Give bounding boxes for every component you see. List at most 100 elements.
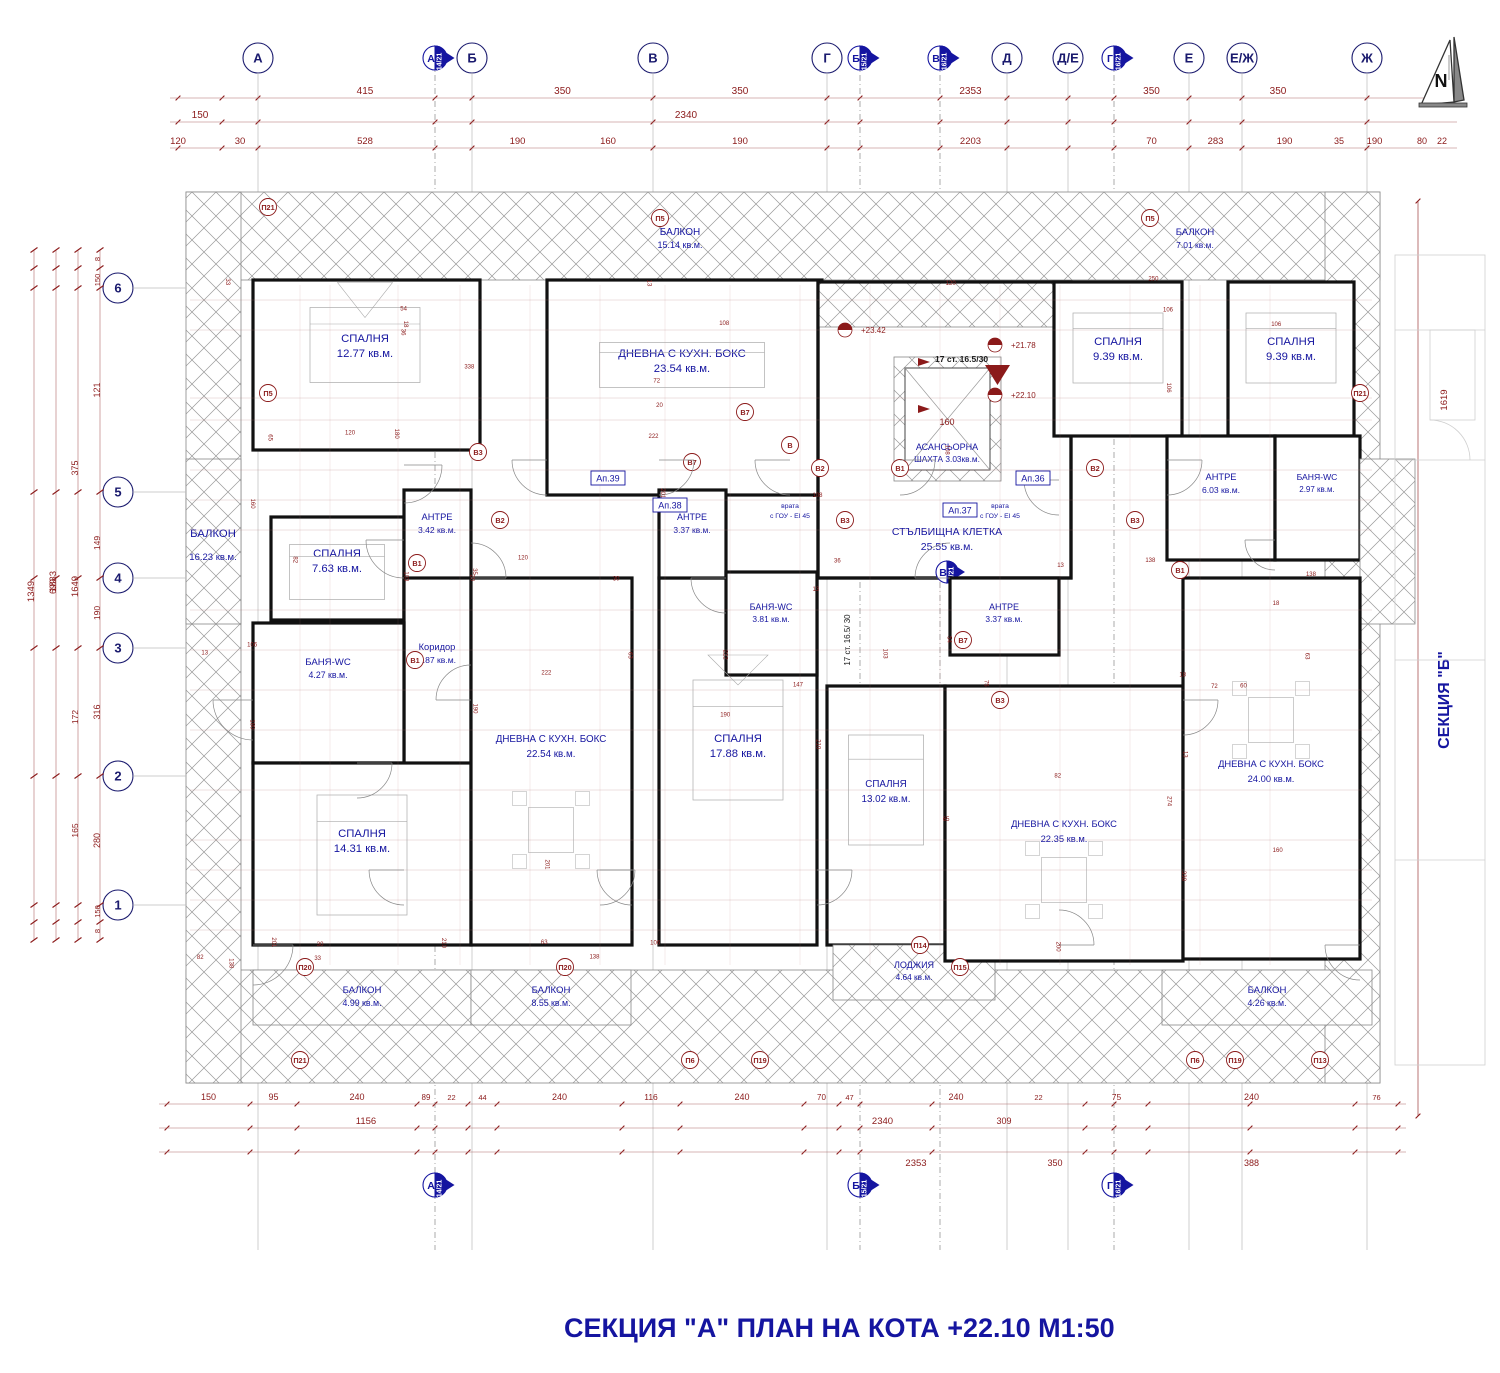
svg-text:201: 201	[270, 937, 276, 948]
svg-text:B3: B3	[1130, 516, 1139, 525]
svg-text:П5: П5	[263, 389, 272, 398]
svg-text:240: 240	[734, 1092, 749, 1102]
svg-text:120: 120	[170, 136, 186, 147]
svg-text:с ГОУ - EI 45: с ГОУ - EI 45	[770, 513, 810, 520]
svg-text:338: 338	[464, 365, 475, 371]
svg-text:В: В	[648, 51, 657, 66]
svg-text:B2: B2	[815, 464, 824, 473]
svg-text:150: 150	[192, 110, 209, 121]
svg-text:165: 165	[70, 823, 80, 837]
svg-text:АНТРЕ: АНТРЕ	[677, 512, 707, 522]
svg-text:75: 75	[1112, 1092, 1122, 1102]
svg-text:82: 82	[291, 556, 297, 563]
svg-text:БАЛКОН: БАЛКОН	[660, 227, 701, 238]
svg-text:СПАЛНЯ: СПАЛНЯ	[865, 779, 906, 790]
svg-text:150: 150	[201, 1092, 216, 1102]
svg-text:160: 160	[1273, 848, 1284, 854]
svg-text:B2: B2	[495, 516, 504, 525]
svg-text:106: 106	[650, 940, 661, 946]
svg-text:138: 138	[1145, 558, 1156, 564]
svg-text:147: 147	[793, 683, 804, 689]
svg-text:108: 108	[719, 321, 730, 327]
svg-text:388: 388	[1244, 1158, 1259, 1168]
svg-text:190: 190	[720, 712, 731, 718]
svg-text:СПАЛНЯ: СПАЛНЯ	[341, 333, 389, 345]
svg-text:B1: B1	[1175, 566, 1184, 575]
svg-text:B1: B1	[412, 559, 421, 568]
svg-text:П6: П6	[1190, 1056, 1199, 1065]
svg-text:4.26 кв.м.: 4.26 кв.м.	[1247, 998, 1286, 1008]
svg-text:B3: B3	[473, 448, 482, 457]
svg-text:1349: 1349	[26, 581, 37, 602]
svg-text:18: 18	[1273, 601, 1280, 607]
svg-text:20: 20	[469, 575, 475, 582]
svg-text:2353: 2353	[959, 86, 982, 97]
svg-text:150: 150	[93, 274, 102, 287]
svg-text:П21: П21	[261, 203, 274, 212]
svg-text:54: 54	[945, 636, 951, 643]
svg-text:B1: B1	[895, 464, 904, 473]
svg-text:316: 316	[92, 704, 102, 719]
svg-text:106: 106	[1163, 307, 1174, 313]
svg-text:190: 190	[472, 704, 478, 715]
svg-text:18: 18	[402, 321, 408, 328]
svg-text:П20: П20	[558, 963, 571, 972]
svg-text:17.88 кв.м.: 17.88 кв.м.	[710, 748, 766, 760]
svg-text:П19: П19	[1228, 1056, 1241, 1065]
svg-text:СПАЛНЯ: СПАЛНЯ	[313, 548, 361, 560]
svg-text:1156: 1156	[356, 1116, 376, 1127]
svg-text:Б: Б	[852, 1180, 860, 1192]
svg-text:36: 36	[400, 329, 406, 336]
svg-text:106: 106	[1165, 383, 1171, 394]
svg-text:375: 375	[70, 460, 80, 475]
svg-text:N: N	[1435, 71, 1448, 91]
svg-text:B7: B7	[740, 408, 749, 417]
svg-text:528: 528	[357, 136, 373, 147]
svg-text:врата: врата	[781, 503, 799, 510]
svg-text:БАЛКОН: БАЛКОН	[1176, 227, 1215, 238]
svg-text:АНТРЕ: АНТРЕ	[1206, 472, 1237, 482]
svg-text:200: 200	[1055, 942, 1061, 953]
svg-text:СЕКЦИЯ "А" ПЛАН НА КОТА +22.: СЕКЦИЯ "А" ПЛАН НА КОТА +22.10 М1:50	[564, 1313, 1115, 1343]
svg-text:65: 65	[943, 817, 950, 823]
svg-text:280: 280	[92, 833, 102, 848]
svg-text:ЛОДЖИЯ: ЛОДЖИЯ	[894, 960, 934, 970]
svg-text:15.14 кв.м.: 15.14 кв.м.	[658, 240, 703, 250]
svg-text:АНТРЕ: АНТРЕ	[989, 602, 1019, 612]
svg-text:Е/Ж: Е/Ж	[1230, 51, 1254, 66]
svg-text:БАНЯ-WC: БАНЯ-WC	[305, 657, 351, 668]
svg-text:13: 13	[646, 280, 652, 287]
svg-text:15/21: 15/21	[862, 1180, 869, 1198]
svg-text:Ап.36: Ап.36	[1021, 474, 1044, 484]
svg-text:3: 3	[114, 641, 121, 656]
svg-text:89: 89	[422, 1093, 431, 1102]
svg-text:БАЛКОН: БАЛКОН	[343, 985, 382, 996]
svg-text:338: 338	[1180, 871, 1186, 882]
svg-text:П14: П14	[913, 941, 927, 950]
svg-text:4.27 кв.м.: 4.27 кв.м.	[308, 670, 347, 680]
svg-text:108: 108	[943, 445, 949, 456]
svg-text:БАНЯ-WC: БАНЯ-WC	[1297, 472, 1338, 482]
svg-text:150: 150	[93, 905, 102, 918]
svg-text:СПАЛНЯ: СПАЛНЯ	[714, 733, 762, 745]
svg-text:283: 283	[1208, 136, 1224, 147]
svg-text:22: 22	[1034, 1093, 1042, 1102]
svg-text:В: В	[932, 53, 940, 65]
svg-text:160: 160	[249, 499, 255, 510]
svg-text:B: B	[787, 441, 792, 450]
svg-text:63: 63	[1304, 653, 1310, 660]
svg-text:120: 120	[345, 430, 356, 436]
svg-text:120: 120	[946, 281, 957, 287]
svg-text:B3: B3	[840, 516, 849, 525]
svg-text:Г: Г	[1107, 1180, 1113, 1192]
svg-text:В: В	[939, 567, 947, 579]
svg-text:14/21: 14/21	[437, 1180, 444, 1198]
svg-text:с ГОУ - EI 45: с ГОУ - EI 45	[980, 513, 1020, 520]
svg-text:Б: Б	[852, 53, 860, 65]
svg-text:23.54 кв.м.: 23.54 кв.м.	[654, 363, 710, 375]
svg-text:ДНЕВНА С КУХН. БОКС: ДНЕВНА С КУХН. БОКС	[1011, 818, 1117, 829]
svg-text:8: 8	[93, 257, 102, 261]
svg-text:6: 6	[114, 281, 121, 296]
svg-text:П21: П21	[293, 1056, 306, 1065]
svg-text:8: 8	[93, 929, 102, 933]
